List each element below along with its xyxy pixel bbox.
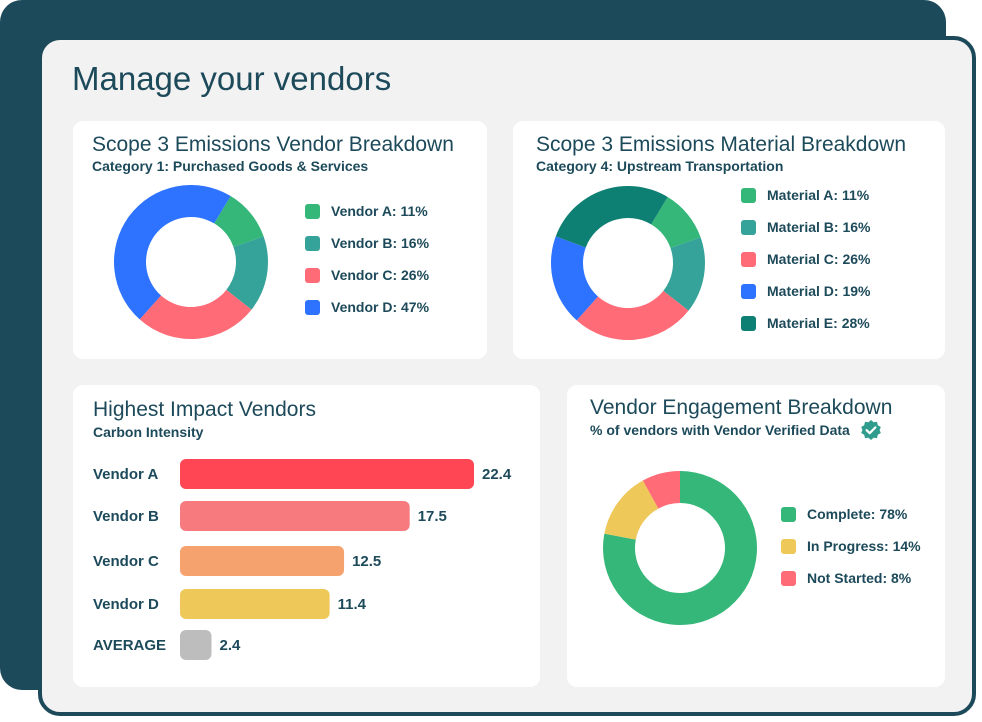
legend-item-material-e: Material E: 28% [741,307,870,339]
legend-label: Complete: 78% [807,506,908,522]
donut-slice-material-e [555,186,668,248]
material-donut-chart [551,186,705,340]
legend-swatch [741,251,756,267]
donut-slice-not-started [642,471,680,509]
legend-item-material-a: Material A: 11% [741,179,870,211]
donut-slice-material-a [651,196,701,249]
bar-value-label-vendor-c: 12.5 [352,553,381,570]
impact-bar-chart: Vendor A 22.4 Vendor B 17.5 Vendor C 12.5 Vend… [93,459,512,660]
bar-category-label-vendor-c: Vendor C [93,553,159,570]
page-title: Manage your vendors [72,60,392,97]
legend-item-vendor-d: Vendor D: 47% [305,291,429,323]
legend-label: Material E: 28% [767,315,870,331]
vendor-legend: Vendor A: 11% Vendor B: 16% Vendor C: 26% V… [305,195,429,323]
legend-swatch [781,506,796,522]
legend-item-vendor-b: Vendor B: 16% [305,227,429,259]
bar-vendor-c [180,546,345,576]
legend-label: Vendor D: 47% [331,299,430,315]
bar-category-label-vendor-b: Vendor B [93,508,159,525]
donut-slice-vendor-b [226,236,268,310]
legend-swatch [305,203,320,219]
vendor-donut-chart [113,184,268,339]
legend-label: Material C: 26% [767,251,871,267]
donut-slice-vendor-d [113,184,231,320]
donut-slice-material-b [663,237,705,311]
engagement-card: Vendor Engagement Breakdown % of vendors… [567,385,945,687]
legend-swatch [741,187,756,203]
donut-slice-vendor-c [139,289,252,339]
bar-category-label-vendor-a: Vendor A [93,466,158,483]
material-breakdown-card: Scope 3 Emissions Material Breakdown Cat… [513,121,945,359]
legend-label: Material A: 11% [767,187,870,203]
legend-label: Vendor A: 11% [331,203,428,219]
legend-swatch [305,235,320,251]
donut-slice-material-d [551,236,599,321]
legend-item-material-c: Material C: 26% [741,243,870,275]
legend-item-material-d: Material D: 19% [741,275,870,307]
impact-vendors-subtitle: Carbon Intensity [93,424,204,440]
legend-swatch [741,283,756,299]
bar-vendor-b [180,501,410,531]
legend-item-material-b: Material B: 16% [741,211,870,243]
legend-swatch [305,267,320,283]
engagement-title: Vendor Engagement Breakdown [590,396,893,419]
legend-item-not-started: Not Started: 8% [781,562,921,594]
donut-slice-in-progress [604,480,659,540]
legend-label: Material D: 19% [767,283,871,299]
donut-slice-complete [603,471,757,625]
bar-vendor-d [180,589,330,619]
legend-label: Vendor B: 16% [331,235,430,251]
impact-vendors-title: Highest Impact Vendors [93,398,316,421]
bar-category-label-vendor-d: Vendor D [93,596,159,613]
material-breakdown-subtitle: Category 4: Upstream Transportation [536,158,784,174]
bar-value-label-vendor-d: 11.4 [338,596,367,613]
bar-average [180,630,212,660]
vendor-breakdown-title: Scope 3 Emissions Vendor Breakdown [92,133,454,156]
bar-value-label-vendor-b: 17.5 [418,508,447,525]
legend-item-vendor-a: Vendor A: 11% [305,195,429,227]
legend-item-in-progress: In Progress: 14% [781,530,921,562]
legend-swatch [305,299,320,315]
impact-vendors-card: Highest Impact Vendors Carbon Intensity … [73,385,540,687]
engagement-subtitle: % of vendors with Vendor Verified Data [590,420,882,441]
donut-slice-material-c [576,290,689,340]
engagement-donut-chart [603,471,757,625]
bar-category-label-average: AVERAGE [93,637,166,654]
legend-item-vendor-c: Vendor C: 26% [305,259,429,291]
bar-value-label-average: 2.4 [220,637,242,654]
vendor-breakdown-subtitle: Category 1: Purchased Goods & Services [92,158,369,174]
bar-vendor-a [180,459,474,489]
vendor-breakdown-card: Scope 3 Emissions Vendor Breakdown Categ… [73,121,487,359]
legend-label: Material B: 16% [767,219,871,235]
legend-label: Not Started: 8% [807,570,912,586]
legend-label: In Progress: 14% [807,538,921,554]
material-legend: Material A: 11% Material B: 16% Material C… [741,179,870,339]
legend-item-complete: Complete: 78% [781,498,921,530]
engagement-legend: Complete: 78% In Progress: 14% Not Started… [781,498,921,594]
legend-swatch [741,315,756,331]
engagement-subtitle-text: % of vendors with Vendor Verified Data [590,422,850,439]
bar-value-label-vendor-a: 22.4 [482,466,512,483]
legend-swatch [781,570,796,586]
donut-slice-vendor-a [214,195,264,248]
legend-swatch [781,538,796,554]
legend-label: Vendor C: 26% [331,267,430,283]
legend-swatch [741,219,756,235]
check-badge-icon [860,420,881,440]
material-breakdown-title: Scope 3 Emissions Material Breakdown [536,133,907,156]
